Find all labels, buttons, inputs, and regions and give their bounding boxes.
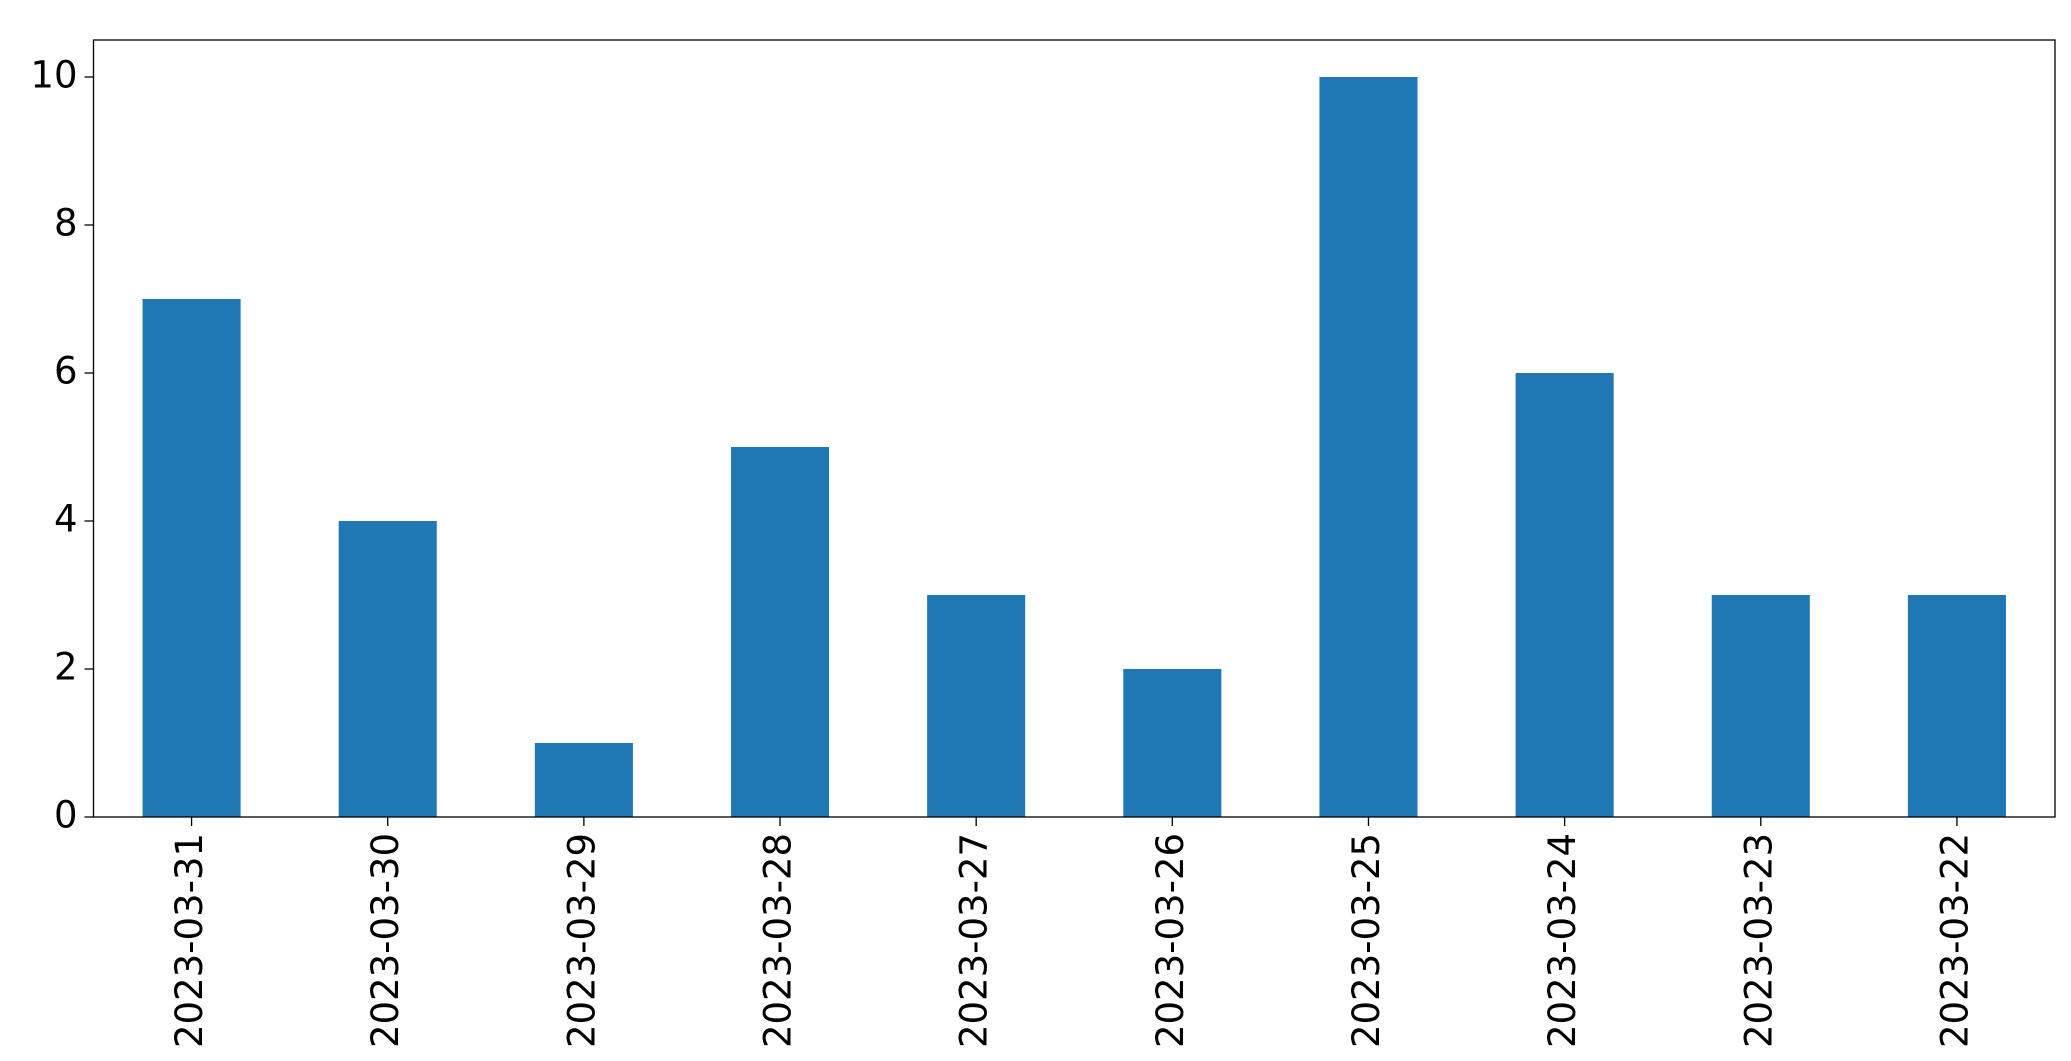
bar xyxy=(338,521,437,817)
y-tick-label: 10 xyxy=(30,54,77,97)
bar xyxy=(927,595,1026,817)
bar xyxy=(1907,595,2006,817)
x-tick-label: 2023-03-29 xyxy=(560,833,603,1048)
x-tick-label: 2023-03-22 xyxy=(1933,833,1976,1048)
y-tick-label: 8 xyxy=(54,202,78,245)
bar xyxy=(730,447,830,817)
bar xyxy=(1123,669,1222,817)
x-tick-label: 2023-03-25 xyxy=(1345,833,1388,1048)
x-tick-label: 2023-03-23 xyxy=(1737,833,1780,1048)
x-tick-label: 2023-03-30 xyxy=(364,833,407,1048)
plot-frame xyxy=(92,39,2056,818)
x-tick-label: 2023-03-26 xyxy=(1149,833,1192,1048)
x-tick-label: 2023-03-31 xyxy=(168,833,211,1048)
bar xyxy=(534,743,633,817)
y-tick-label: 4 xyxy=(54,498,78,541)
bar xyxy=(1711,595,1810,817)
bar xyxy=(1515,373,1614,817)
bar xyxy=(142,299,241,817)
y-tick-label: 2 xyxy=(54,646,78,689)
x-tick-label: 2023-03-24 xyxy=(1541,833,1584,1048)
y-tick-label: 0 xyxy=(54,794,78,837)
bar xyxy=(1319,77,1418,817)
y-tick-label: 6 xyxy=(54,350,78,393)
x-tick-label: 2023-03-28 xyxy=(757,833,800,1048)
x-tick-label: 2023-03-27 xyxy=(953,833,996,1048)
